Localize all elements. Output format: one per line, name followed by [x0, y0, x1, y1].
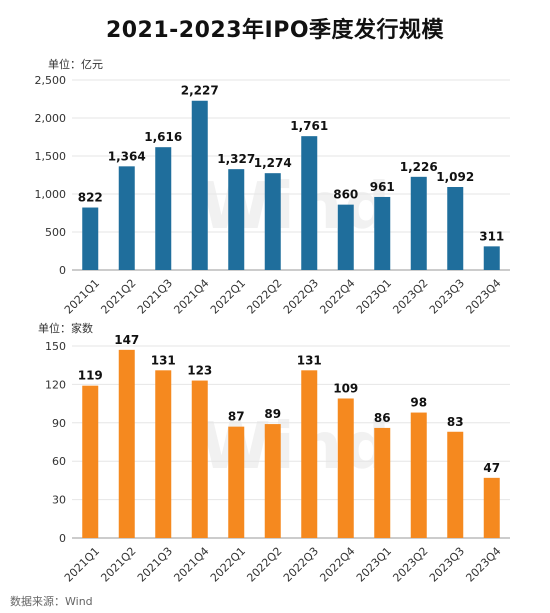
y-tick-label: 90	[52, 417, 66, 430]
bar	[337, 398, 354, 538]
x-tick-label: 2023Q1	[354, 545, 394, 585]
data-label: 89	[264, 407, 281, 421]
data-label: 119	[78, 369, 103, 383]
data-label: 47	[483, 461, 500, 475]
bar	[410, 412, 427, 538]
bar	[82, 207, 99, 270]
data-label: 2,227	[181, 84, 219, 98]
y-tick-label: 1,500	[35, 150, 67, 163]
data-label: 1,092	[436, 170, 474, 184]
bar	[264, 424, 281, 538]
y-tick-label: 1,000	[35, 188, 67, 201]
data-label: 1,226	[400, 160, 438, 174]
x-tick-label: 2022Q1	[208, 545, 248, 585]
bar	[374, 427, 391, 538]
data-label: 109	[333, 381, 358, 395]
data-label: 822	[78, 191, 103, 205]
bar	[118, 349, 135, 538]
y-tick-label: 500	[45, 226, 66, 239]
y-tick-label: 150	[45, 340, 66, 353]
x-tick-label: 2021Q2	[98, 545, 138, 585]
data-label: 86	[374, 411, 391, 425]
x-tick-label: 2021Q4	[171, 545, 211, 585]
bar	[82, 385, 99, 538]
data-label: 1,616	[144, 130, 182, 144]
x-tick-label: 2022Q4	[317, 545, 357, 585]
bar	[447, 431, 464, 538]
bar	[301, 136, 318, 270]
bar	[337, 204, 354, 270]
amount-bar-chart: 05001,0001,5002,0002,5008222021Q11,36420…	[35, 74, 510, 317]
bar	[155, 370, 172, 538]
y-tick-label: 2,500	[35, 74, 67, 87]
bar	[483, 477, 500, 538]
data-label: 1,327	[217, 152, 255, 166]
x-tick-label: 2023Q4	[463, 545, 503, 585]
data-label: 87	[228, 410, 245, 424]
y-tick-label: 2,000	[35, 112, 67, 125]
x-tick-label: 2021Q1	[62, 545, 102, 585]
bar	[191, 380, 208, 538]
data-label: 147	[114, 333, 139, 347]
data-label: 1,761	[290, 119, 328, 133]
x-tick-label: 2023Q2	[390, 545, 430, 585]
data-source: 数据来源：Wind	[10, 595, 93, 608]
bar	[447, 187, 464, 270]
x-tick-label: 2021Q3	[135, 545, 175, 585]
x-tick-label: 2022Q2	[244, 545, 284, 585]
data-label: 1,274	[254, 156, 292, 170]
x-tick-label: 2022Q3	[281, 545, 321, 585]
data-label: 131	[297, 353, 322, 367]
y-tick-label: 120	[45, 378, 66, 391]
bar	[228, 169, 245, 270]
y-tick-label: 30	[52, 494, 66, 507]
x-tick-label: 2023Q3	[427, 545, 467, 585]
unit-label-count: 单位：家数	[38, 322, 93, 335]
bar	[118, 166, 135, 270]
y-tick-label: 0	[59, 532, 66, 545]
bar	[228, 426, 245, 538]
data-label: 311	[479, 229, 504, 243]
data-label: 98	[410, 396, 427, 410]
unit-label-amount: 单位：亿元	[48, 58, 103, 71]
bar	[264, 173, 281, 270]
data-label: 131	[151, 353, 176, 367]
bar	[155, 147, 172, 270]
data-label: 123	[187, 364, 212, 378]
bar	[301, 370, 318, 538]
chart-title: 2021-2023年IPO季度发行规模	[105, 18, 445, 43]
bar	[483, 246, 500, 270]
y-tick-label: 0	[59, 264, 66, 277]
bar	[374, 196, 391, 270]
bar	[191, 100, 208, 270]
data-label: 83	[447, 415, 464, 429]
data-label: 961	[370, 180, 395, 194]
data-label: 1,364	[108, 149, 146, 163]
bar	[410, 176, 427, 270]
data-label: 860	[333, 188, 358, 202]
y-tick-label: 60	[52, 455, 66, 468]
